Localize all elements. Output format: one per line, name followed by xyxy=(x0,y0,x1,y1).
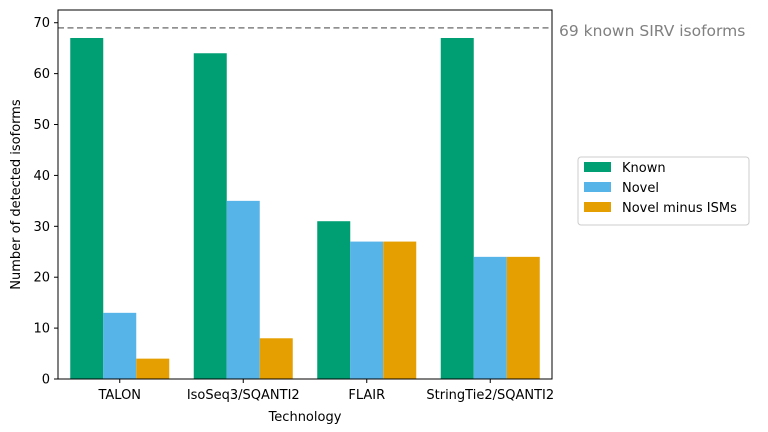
x-axis: TALON IsoSeq3/SQANTI2 FLAIR StringTie2/SQAN… xyxy=(97,379,554,403)
bar-novel-0 xyxy=(103,312,137,379)
bar-novel-minus-isms-1 xyxy=(259,338,293,379)
x-tick-label: IsoSeq3/SQANTI2 xyxy=(187,388,300,403)
bar-novel-1 xyxy=(226,200,260,379)
bar-known-1 xyxy=(193,53,227,379)
bar-known-0 xyxy=(70,37,104,379)
legend-label: Known xyxy=(622,161,666,176)
bar-novel-minus-isms-0 xyxy=(136,358,170,379)
y-tick-label: 10 xyxy=(33,322,50,337)
legend-swatch xyxy=(584,162,611,172)
bar-novel-minus-isms-3 xyxy=(506,256,540,379)
legend-label: Novel minus ISMs xyxy=(622,201,737,216)
y-tick-label: 40 xyxy=(33,169,50,184)
y-tick-label: 20 xyxy=(33,271,50,286)
legend-frame xyxy=(577,156,750,226)
x-tick-label: StringTie2/SQANTI2 xyxy=(426,388,554,403)
legend-swatch xyxy=(584,182,611,192)
x-tick-label: TALON xyxy=(97,388,141,403)
legend: Known Novel Novel minus ISMs xyxy=(577,156,750,226)
bar-novel-2 xyxy=(350,241,384,379)
y-tick-label: 0 xyxy=(42,373,50,388)
y-tick-label: 60 xyxy=(33,67,50,82)
y-axis-label: Number of detected isoforms xyxy=(9,99,24,290)
y-tick-label: 30 xyxy=(33,220,50,235)
bar-known-3 xyxy=(440,37,474,379)
bars-group xyxy=(70,37,540,379)
legend-swatch xyxy=(584,202,611,212)
y-tick-label: 70 xyxy=(33,16,50,31)
bar-novel-minus-isms-2 xyxy=(383,241,417,379)
x-tick-label: FLAIR xyxy=(348,388,385,403)
bar-novel-3 xyxy=(473,256,507,379)
bar-known-2 xyxy=(317,221,351,379)
y-axis: 0 10 20 30 40 50 60 70 xyxy=(33,16,58,388)
y-tick-label: 50 xyxy=(33,118,50,133)
legend-label: Novel xyxy=(622,181,659,196)
reference-line-label: 69 known SIRV isoforms xyxy=(559,22,745,40)
plot-frame xyxy=(57,9,553,380)
x-axis-label: Technology xyxy=(268,410,342,425)
